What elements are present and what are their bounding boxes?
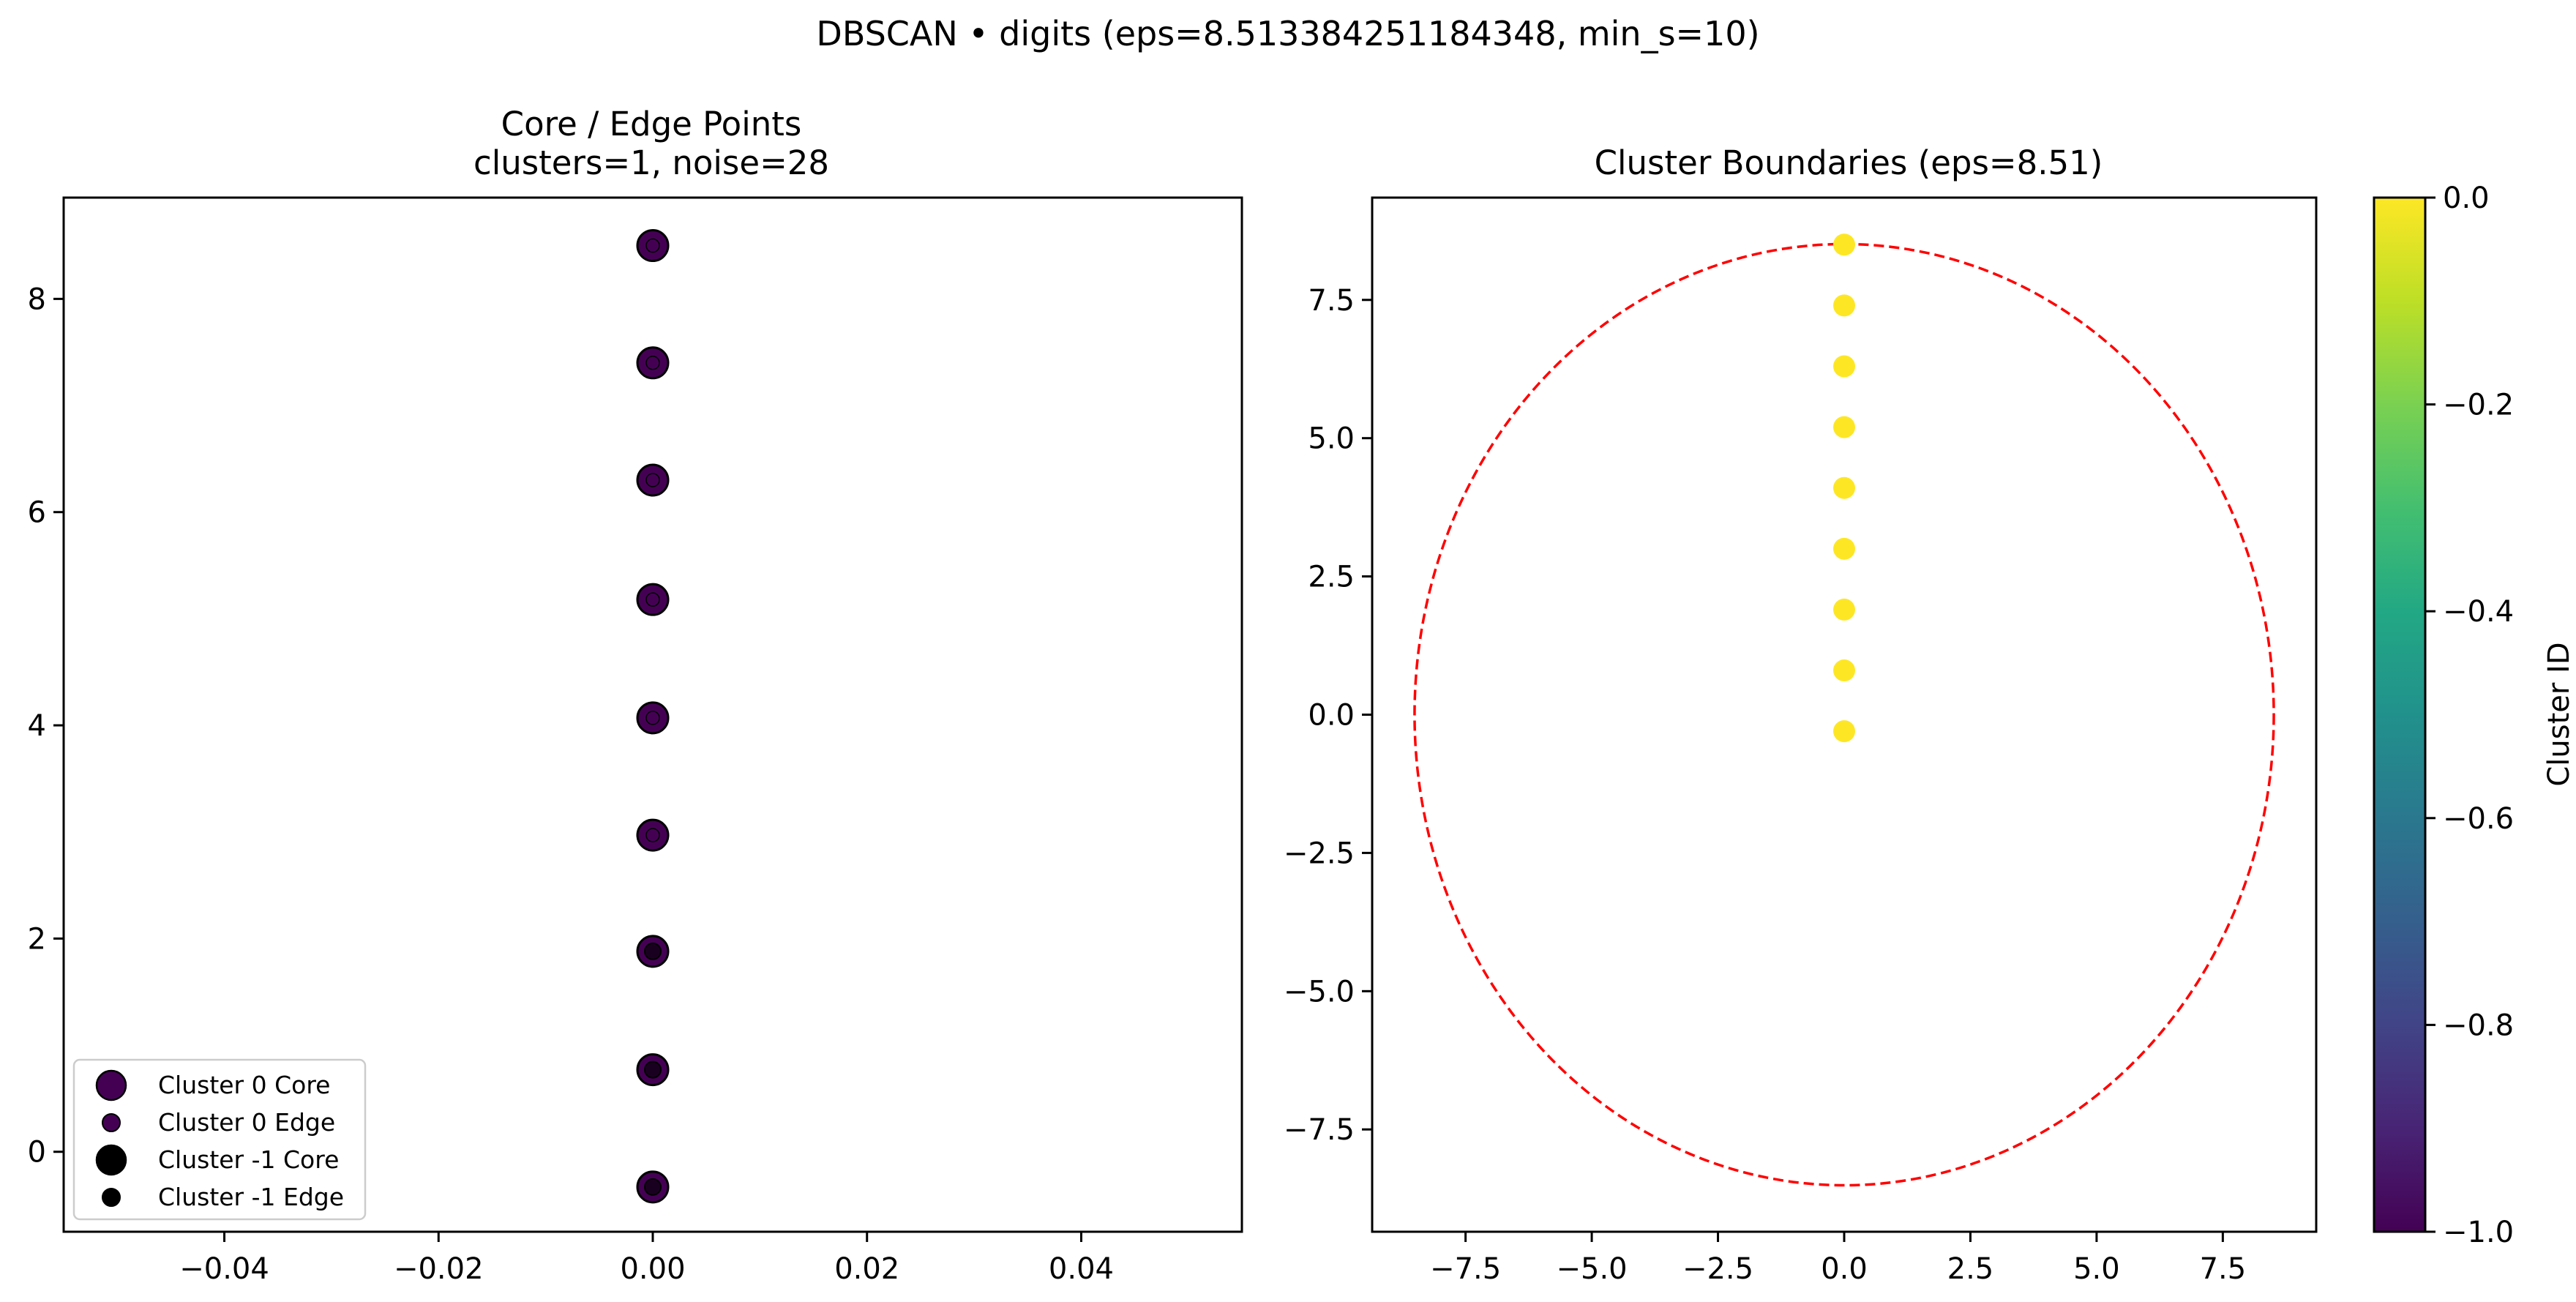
ax2-ytick-label: 0.0 (1308, 699, 1355, 733)
ax1-xtick-label: 0.02 (834, 1252, 899, 1286)
ax1-ytick-label: 8 (28, 283, 46, 316)
cluster-point (1833, 476, 1855, 499)
colorbar-ticks: 0.0 −0.2 −0.4 −0.6 −0.8 −1.0 (2425, 182, 2514, 1249)
colorbar-tick-label: −0.4 (2443, 595, 2514, 629)
core-edge-chart: Core / Edge Points clusters=1, noise=28 … (28, 105, 1243, 1286)
ax2-ytick-label: −7.5 (1284, 1113, 1355, 1147)
legend-label-cluster-neg1-edge: Cluster -1 Edge (158, 1183, 344, 1211)
ax2-xtick-label: 5.0 (2073, 1252, 2120, 1286)
ax1-xtick-label: −0.04 (179, 1252, 269, 1286)
edge-point (644, 1178, 662, 1196)
ax1-xtick-label: −0.02 (394, 1252, 484, 1286)
core-point-inner (645, 238, 660, 253)
ax2-xtick-label: 0.0 (1821, 1252, 1868, 1286)
ax1-xtick-label: 0.04 (1049, 1252, 1114, 1286)
colorbar: 0.0 −0.2 −0.4 −0.6 −0.8 −1.0 Cluster ID (2373, 182, 2576, 1249)
cluster-boundaries-chart: Cluster Boundaries (eps=8.51) −7.5 −5.0 −2… (1284, 143, 2318, 1286)
ax2-points (1833, 233, 1855, 743)
ax2-ticks: −7.5 −5.0 −2.5 0.0 2.5 5.0 7.5 −7.5 −5.0 −2.5 0.0 2… (1284, 284, 2246, 1286)
ax2-boundary (1413, 242, 2275, 1187)
core-point-inner (645, 473, 660, 487)
legend-marker-cluster-0-edge (102, 1113, 121, 1132)
cluster-point (1833, 416, 1855, 438)
legend-frame (72, 1058, 367, 1221)
ax2-title: Cluster Boundaries (eps=8.51) (1595, 143, 2103, 182)
legend-label-cluster-neg1-core: Cluster -1 Core (158, 1145, 339, 1174)
ax2-xtick-label: −2.5 (1682, 1252, 1753, 1286)
legend-marker-cluster-neg1-edge (102, 1188, 121, 1207)
colorbar-tick-label: −0.6 (2443, 802, 2514, 836)
colorbar-tick-label: 0.0 (2443, 182, 2490, 215)
core-point-inner (645, 711, 660, 725)
figure-suptitle: DBSCAN • digits (eps=8.513384251184348, … (816, 14, 1759, 53)
edge-point (644, 942, 662, 960)
ax2-ytick-label: 7.5 (1308, 284, 1355, 318)
core-point-inner (645, 592, 660, 607)
ax1-ytick-label: 0 (28, 1136, 46, 1170)
colorbar-gradient (2373, 196, 2427, 1233)
legend-label-cluster-0-core: Cluster 0 Core (158, 1071, 330, 1099)
colorbar-tick-label: −1.0 (2443, 1216, 2514, 1249)
colorbar-tick-label: −0.8 (2443, 1009, 2514, 1042)
ax1-xtick-label: 0.00 (620, 1252, 685, 1286)
eps-boundary-circle (1413, 242, 2275, 1187)
ax2-ytick-label: 2.5 (1308, 561, 1355, 594)
ax2-frame (1371, 196, 2318, 1233)
ax1-points (636, 229, 670, 1204)
ax1-frame (62, 196, 1243, 1233)
ax2-xtick-label: −5.0 (1557, 1252, 1628, 1286)
cluster-point (1833, 598, 1855, 621)
legend-marker-cluster-0-core (95, 1069, 127, 1101)
ax1-ytick-label: 4 (28, 709, 46, 743)
colorbar-tick-label: −0.2 (2443, 389, 2514, 422)
legend-marker-cluster-neg1-core (95, 1144, 127, 1176)
ax1-ytick-label: 2 (28, 922, 46, 956)
core-point-inner (645, 828, 660, 842)
ax2-xtick-label: 2.5 (1947, 1252, 1994, 1286)
ax2-xtick-label: 7.5 (2200, 1252, 2247, 1286)
ax1-subtitle: clusters=1, noise=28 (473, 143, 829, 182)
cluster-point (1833, 355, 1855, 378)
ax1-ticks: −0.04 −0.02 0.00 0.02 0.04 0 2 4 6 8 (28, 283, 1114, 1286)
cluster-point (1833, 720, 1855, 743)
ax1-title: Core / Edge Points (501, 105, 802, 143)
ax1-ytick-label: 6 (28, 496, 46, 530)
cluster-point (1833, 659, 1855, 682)
legend-label-cluster-0-edge: Cluster 0 Edge (158, 1108, 335, 1137)
ax1-legend: Cluster 0 Core Cluster 0 Edge Cluster -1… (72, 1058, 367, 1221)
cluster-point (1833, 233, 1855, 256)
ax2-ytick-label: 5.0 (1308, 422, 1355, 456)
ax2-ytick-label: −2.5 (1284, 837, 1355, 870)
colorbar-label: Cluster ID (2542, 642, 2576, 786)
cluster-point (1833, 537, 1855, 560)
ax2-xtick-label: −7.5 (1430, 1252, 1501, 1286)
cluster-point (1833, 294, 1855, 317)
core-point-inner (645, 356, 660, 370)
edge-point (644, 1060, 662, 1079)
ax2-ytick-label: −5.0 (1284, 975, 1355, 1009)
